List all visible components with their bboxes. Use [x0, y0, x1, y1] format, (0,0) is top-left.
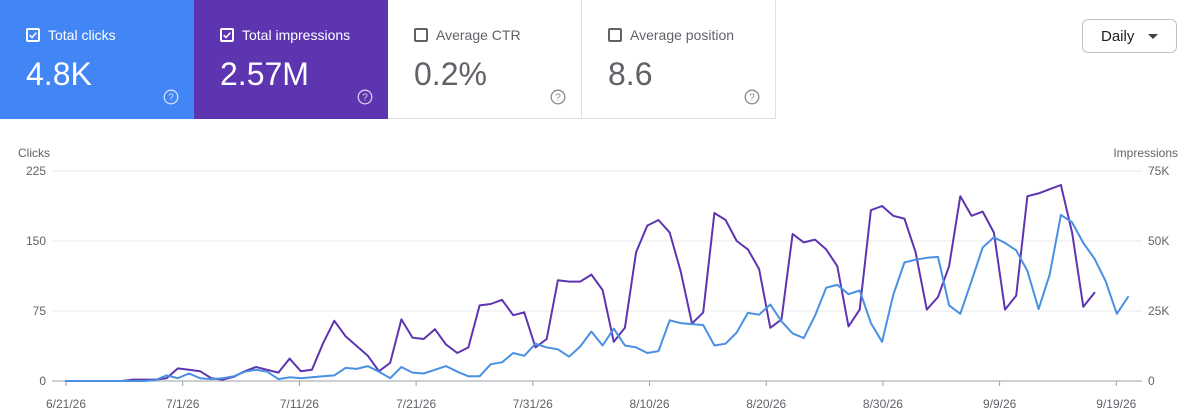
y-right-tick-label: 25K [1148, 304, 1169, 318]
x-tick-label: 8/10/26 [629, 397, 669, 411]
x-tick-label: 9/19/26 [1096, 397, 1136, 411]
y-right-tick-label: 50K [1148, 234, 1169, 248]
caret-down-icon [1148, 34, 1158, 39]
x-tick-label: 7/11/26 [280, 397, 319, 411]
metric-value: 2.57M [220, 56, 309, 92]
x-tick-label: 6/21/26 [46, 397, 86, 411]
help-icon[interactable]: ? [357, 89, 373, 105]
metric-label: Average CTR [436, 27, 521, 43]
series-lines [65, 184, 1129, 382]
x-tick-label: 9/9/26 [983, 397, 1017, 411]
y-left-tick-label: 75 [33, 304, 47, 318]
metric-cards: Total clicks 4.8K ? Total impressions 2.… [0, 0, 776, 119]
help-icon[interactable]: ? [163, 89, 179, 105]
help-icon[interactable]: ? [744, 89, 760, 105]
metric-label: Total clicks [48, 27, 116, 43]
metric-value: 4.8K [26, 56, 92, 92]
y-axis-left-title: Clicks [18, 146, 50, 160]
y-left-tick-label: 225 [26, 164, 46, 178]
metric-value: 8.6 [608, 56, 653, 92]
metric-card-average-position[interactable]: Average position 8.6 ? [582, 0, 776, 119]
x-tick-label: 8/20/26 [746, 397, 786, 411]
series-line-impressions [65, 184, 1096, 382]
svg-text:?: ? [555, 92, 561, 103]
metric-card-total-clicks[interactable]: Total clicks 4.8K ? [0, 0, 194, 119]
y-axis-left: 0 75 150 225 [26, 164, 46, 388]
y-axis-right: 0 25K 50K 75K [1148, 164, 1169, 388]
metric-value: 0.2% [414, 56, 487, 92]
metric-header: Total impressions [220, 27, 350, 43]
y-right-tick-label: 75K [1148, 164, 1169, 178]
svg-text:?: ? [362, 92, 368, 103]
checkbox-checked-icon[interactable] [26, 28, 40, 42]
performance-chart: 0 75 150 225 0 25K 50K 75K 6/21/26 7/1/26 7/11/2… [18, 146, 1178, 411]
period-dropdown-value: Daily [1101, 27, 1135, 45]
series-line-clicks [65, 213, 1129, 382]
metric-header: Average position [608, 27, 734, 43]
metric-card-total-impressions[interactable]: Total impressions 2.57M ? [194, 0, 388, 119]
metric-card-average-ctr[interactable]: Average CTR 0.2% ? [388, 0, 582, 119]
x-tick-label: 7/21/26 [396, 397, 436, 411]
y-axis-right-title: Impressions [1113, 146, 1178, 160]
checkbox-unchecked-icon[interactable] [414, 28, 428, 42]
metric-label: Total impressions [242, 27, 351, 43]
x-tick-label: 8/30/26 [863, 397, 903, 411]
help-icon[interactable]: ? [550, 89, 566, 105]
x-tick-label: 7/31/26 [513, 397, 553, 411]
y-right-tick-label: 0 [1148, 374, 1155, 388]
metric-header: Total clicks [26, 27, 116, 43]
x-axis: 6/21/26 7/1/26 7/11/26 7/21/26 7/31/26 8/10/2… [46, 381, 1137, 411]
svg-text:?: ? [749, 92, 755, 103]
checkbox-unchecked-icon[interactable] [608, 28, 622, 42]
y-left-tick-label: 150 [26, 234, 46, 248]
x-tick-label: 7/1/26 [166, 397, 200, 411]
grid-lines [52, 170, 1142, 382]
svg-text:?: ? [168, 92, 174, 103]
y-left-tick-label: 0 [39, 374, 46, 388]
metric-header: Average CTR [414, 27, 521, 43]
checkbox-checked-icon[interactable] [220, 28, 234, 42]
period-dropdown[interactable]: Daily [1082, 19, 1177, 53]
metric-label: Average position [630, 27, 735, 43]
